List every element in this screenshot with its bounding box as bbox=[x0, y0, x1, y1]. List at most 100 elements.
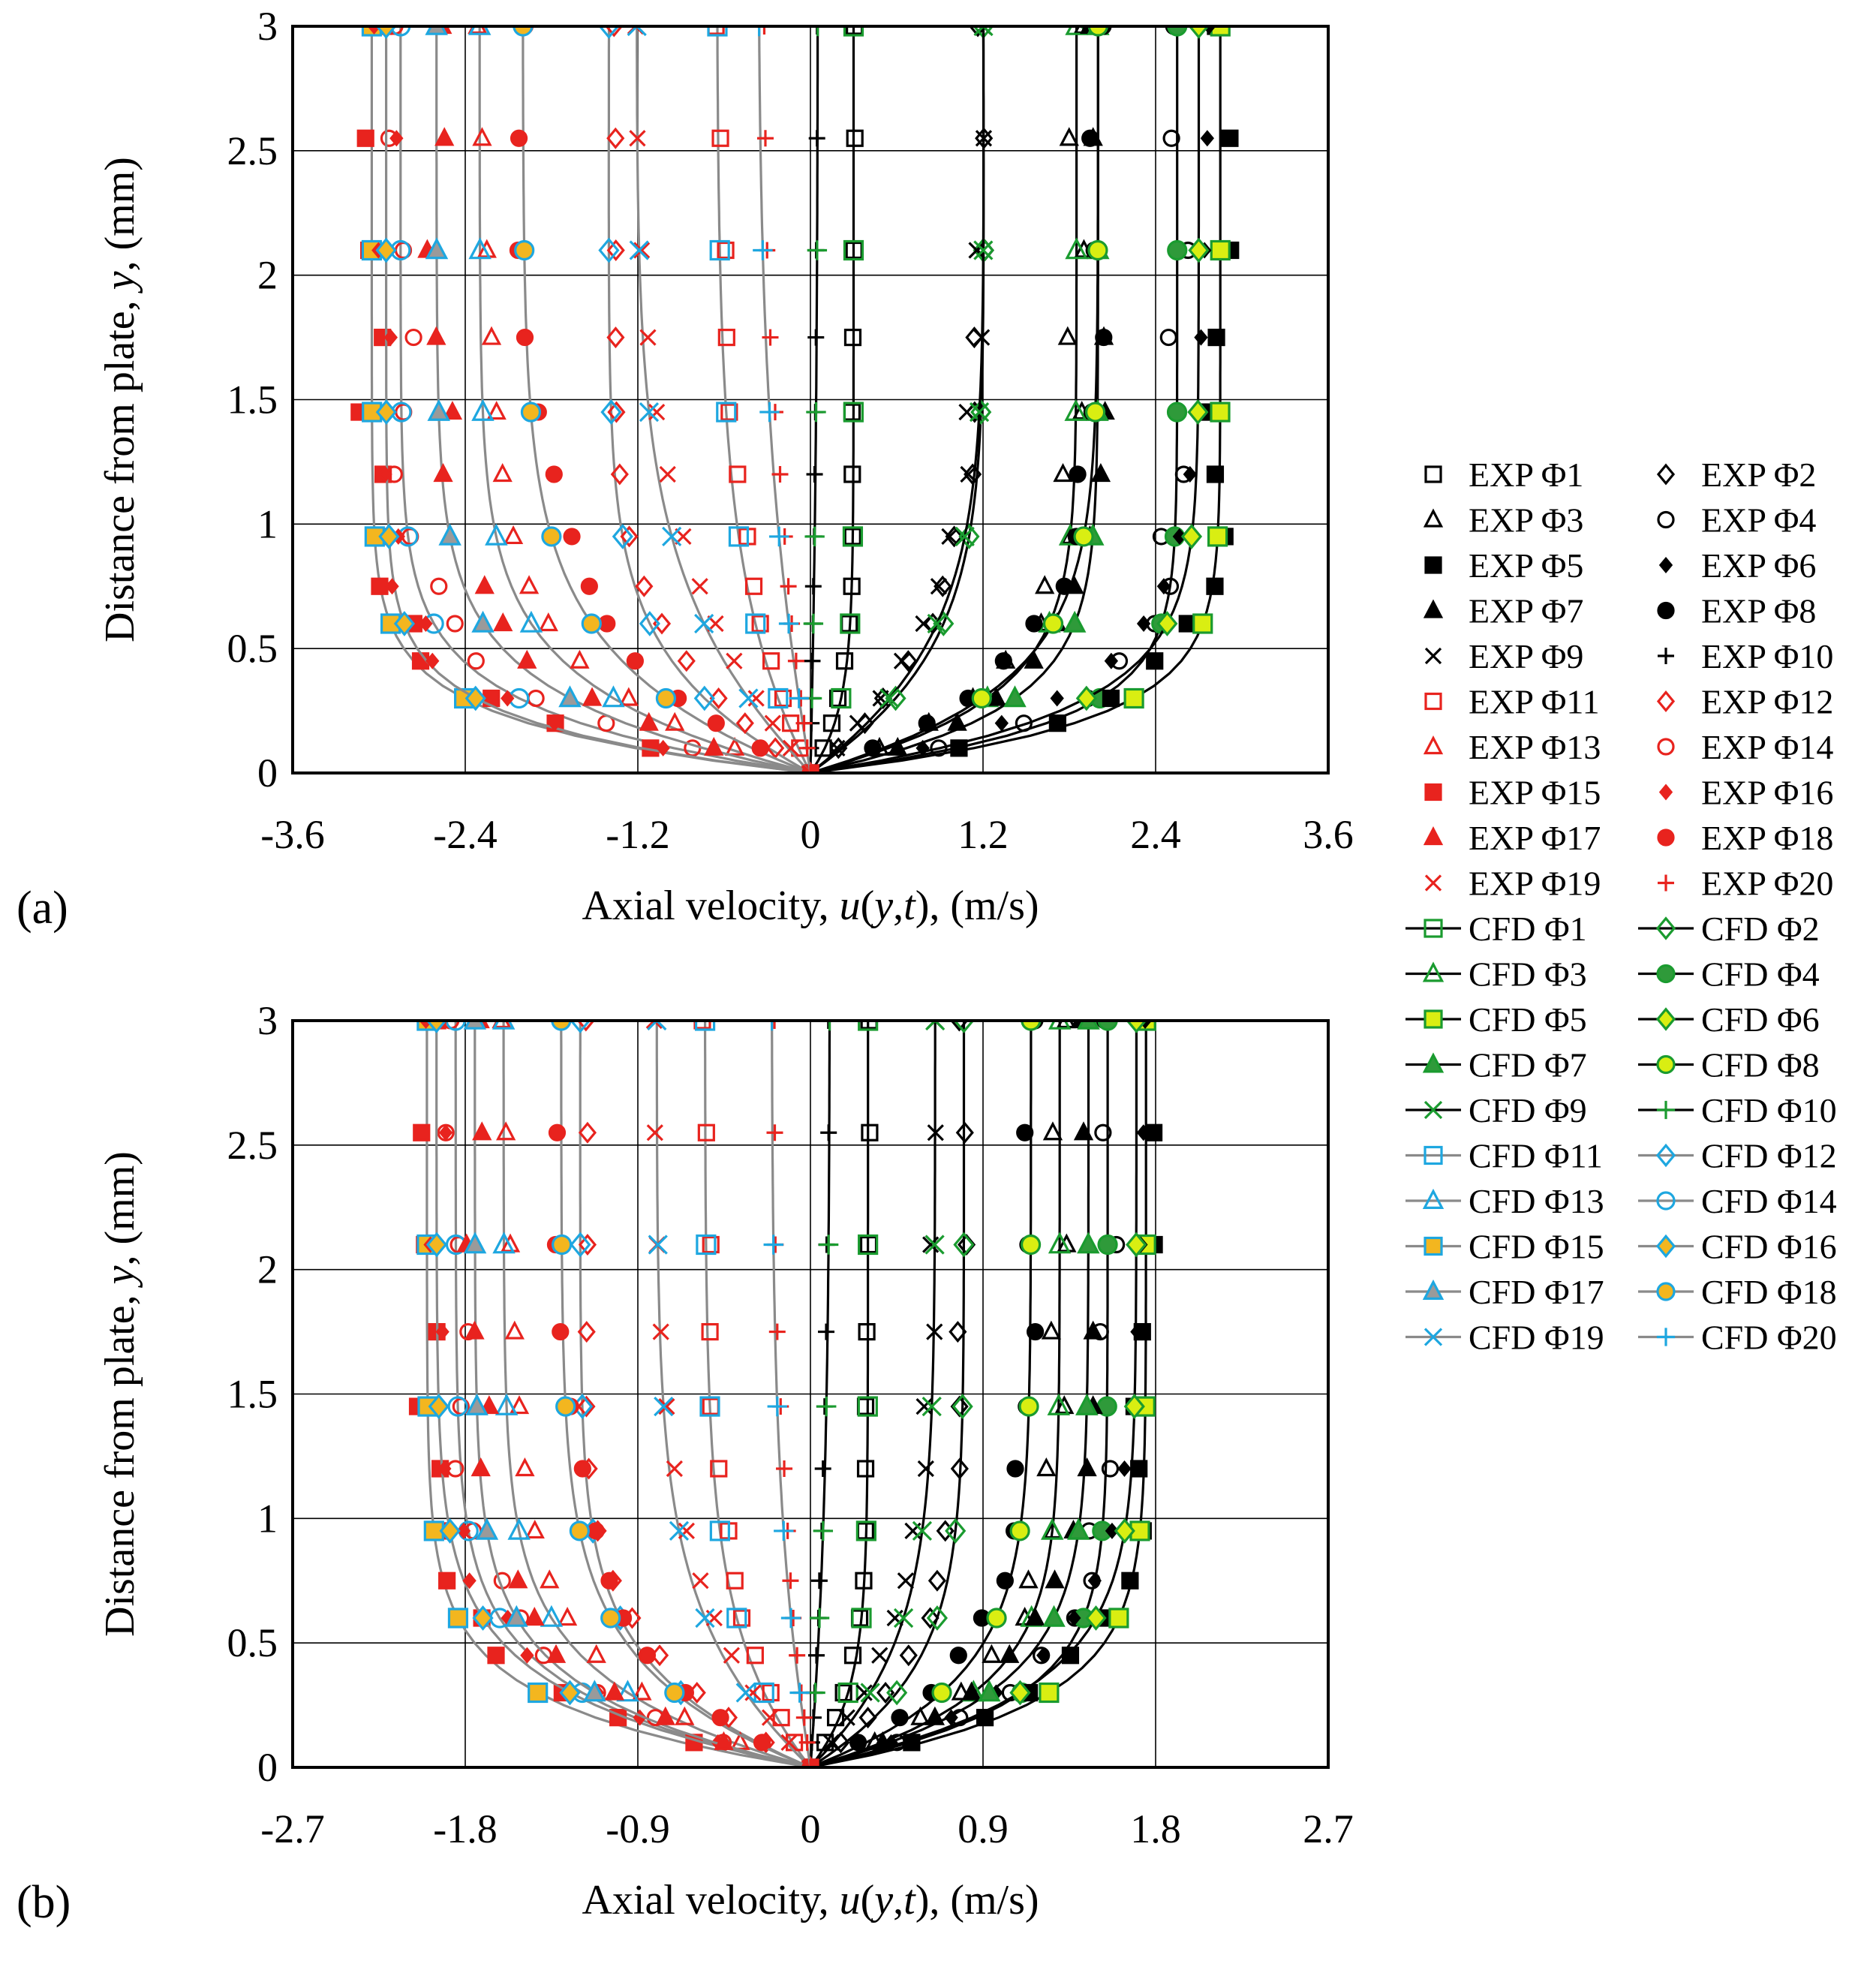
exp-point-a-phi20-8 bbox=[771, 466, 789, 483]
exp-point-b-phi19-12 bbox=[646, 1124, 663, 1141]
legend-marker-18 bbox=[1657, 829, 1675, 847]
cfd-point-b-phi3-3 bbox=[1047, 1393, 1071, 1415]
x-tick-label-b-6: 2.7 bbox=[1303, 1806, 1354, 1851]
cfd-line-b-phi10 bbox=[809, 1021, 831, 1767]
x-axis-label-a: Axial velocity, u(y,t), (m/s) bbox=[582, 883, 1039, 929]
legend-label-3: EXP Φ3 bbox=[1469, 501, 1583, 540]
legend-label-36: CFD Φ16 bbox=[1701, 1228, 1837, 1266]
exp-point-a-phi18-12 bbox=[510, 129, 528, 147]
legend-marker-13 bbox=[1423, 735, 1444, 755]
cfd-point-b-phi16-2 bbox=[439, 1518, 461, 1544]
cfd-point-a-phi16-2 bbox=[378, 524, 400, 549]
cfd-point-b-phi12-4 bbox=[570, 1232, 591, 1258]
exp-point-a-phi6-5 bbox=[1136, 615, 1151, 632]
exp-point-a-phi18-6 bbox=[580, 577, 598, 595]
exp-point-a-phi10-10 bbox=[807, 329, 825, 346]
cfd-line-b-phi5 bbox=[810, 1021, 1147, 1767]
exp-point-b-phi3-8 bbox=[1036, 1457, 1057, 1477]
exp-point-b-phi16-6 bbox=[462, 1572, 477, 1590]
exp-point-a-phi17-8 bbox=[433, 463, 453, 483]
legend-item-29: CFD Φ9 bbox=[1405, 1091, 1587, 1129]
cfd-point-a-phi20-1 bbox=[778, 613, 799, 634]
exp-point-a-phi9-2 bbox=[849, 714, 867, 732]
cfd-line-a-phi8 bbox=[810, 26, 1099, 773]
exp-point-a-phi7-4 bbox=[1024, 649, 1044, 669]
cfd-point-a-phi11-3 bbox=[716, 402, 737, 423]
exp-point-b-phi19-8 bbox=[666, 1460, 683, 1478]
exp-point-b-phi3-11 bbox=[1057, 1233, 1077, 1253]
cfd-point-b-phi20-2 bbox=[774, 1520, 794, 1541]
legend-item-7: EXP Φ7 bbox=[1423, 592, 1583, 630]
cfd-point-a-phi18-1 bbox=[581, 613, 602, 634]
legend-item-6: EXP Φ6 bbox=[1658, 546, 1816, 585]
exp-point-a-phi6-2 bbox=[994, 714, 1009, 732]
cfd-point-b-phi1-4 bbox=[858, 1234, 879, 1256]
exp-point-b-phi10-6 bbox=[810, 1572, 828, 1590]
cfd-line-a-phi1 bbox=[809, 26, 855, 773]
legend-marker-21 bbox=[1424, 919, 1443, 938]
exp-point-a-phi19-0 bbox=[801, 764, 819, 773]
cfd-point-a-phi8-2 bbox=[1073, 526, 1094, 547]
exp-point-b-phi16-7 bbox=[456, 1522, 471, 1539]
legend-marker-22 bbox=[1655, 916, 1676, 940]
legend: EXP Φ1 EXP Φ2 EXP Φ3 EXP Φ4 EXP Φ5 EXP Φ6 EXP … bbox=[1405, 456, 1837, 1357]
exp-point-a-phi18-2 bbox=[707, 714, 725, 732]
exp-point-b-phi3-3 bbox=[951, 1681, 971, 1701]
exp-point-a-phi8-6 bbox=[1055, 577, 1073, 595]
exp-point-a-phi19-8 bbox=[659, 465, 676, 483]
exp-point-a-phi9-7 bbox=[941, 528, 958, 546]
exp-point-a-phi1-3 bbox=[828, 689, 847, 708]
legend-item-1: EXP Φ1 bbox=[1424, 456, 1583, 494]
exp-point-b-phi3-10 bbox=[1041, 1320, 1062, 1340]
cfd-point-b-phi18-1 bbox=[600, 1608, 621, 1629]
exp-point-b-phi12-9 bbox=[577, 1395, 596, 1418]
cfd-point-a-phi13-5 bbox=[467, 26, 492, 35]
gridlines-b bbox=[293, 1021, 1328, 1767]
cfd-point-b-phi19-0 bbox=[735, 1683, 756, 1703]
legend-item-39: CFD Φ19 bbox=[1405, 1319, 1604, 1357]
legend-marker-24 bbox=[1656, 964, 1676, 984]
cfd-point-b-phi8-5 bbox=[1021, 1021, 1042, 1031]
exp-point-a-phi9-1 bbox=[828, 739, 846, 756]
exp-point-a-phi17-10 bbox=[426, 326, 446, 345]
cfd-line-b-phi17 bbox=[474, 1021, 811, 1767]
exp-point-a-phi19-12 bbox=[629, 130, 646, 147]
exp-point-b-phi11-8 bbox=[710, 1460, 728, 1478]
legend-item-34: CFD Φ14 bbox=[1638, 1182, 1837, 1220]
exp-point-b-phi11-13 bbox=[693, 1021, 711, 1030]
cfd-line-a-phi9 bbox=[809, 26, 985, 773]
exp-point-a-phi19-1 bbox=[782, 739, 800, 756]
legend-item-40: CFD Φ20 bbox=[1638, 1319, 1837, 1357]
cfd-point-b-phi19-2 bbox=[669, 1520, 690, 1541]
legend-label-18: EXP Φ18 bbox=[1701, 819, 1833, 857]
exp-point-a-phi3-8 bbox=[1053, 463, 1073, 483]
exp-point-a-phi1-7 bbox=[843, 528, 861, 546]
cfd-point-a-phi9-1 bbox=[927, 613, 947, 634]
legend-marker-25 bbox=[1424, 1009, 1443, 1029]
exp-point-a-phi11-9 bbox=[720, 403, 738, 421]
cfd-point-a-phi12-0 bbox=[693, 685, 715, 711]
cfd-line-a-phi12 bbox=[607, 26, 811, 773]
legend-marker-10 bbox=[1658, 648, 1674, 664]
cfd-point-a-phi8-5 bbox=[1087, 26, 1108, 37]
cfd-point-b-phi18-0 bbox=[664, 1682, 685, 1704]
exp-point-b-phi4-12 bbox=[1094, 1123, 1112, 1141]
y-tick-labels-a: 0 0.5 1 1.5 2 2.5 3 bbox=[227, 4, 278, 796]
cfd-point-a-phi2-2 bbox=[958, 524, 980, 549]
cfd-point-b-phi9-3 bbox=[921, 1396, 942, 1417]
exp-point-b-phi19-1 bbox=[780, 1734, 798, 1751]
x-tick-label-b-1: -1.8 bbox=[433, 1806, 497, 1851]
legend-marker-7 bbox=[1423, 599, 1444, 618]
exp-point-a-phi7-8 bbox=[1090, 463, 1111, 483]
exp-point-b-phi9-9 bbox=[915, 1397, 933, 1415]
cfd-point-a-phi9-2 bbox=[955, 526, 975, 547]
cfd-point-a-phi10-4 bbox=[807, 240, 828, 260]
cfd-point-b-phi11-0 bbox=[753, 1682, 774, 1704]
exp-point-a-phi12-11 bbox=[606, 239, 625, 261]
x-tick-label-b-3: 0 bbox=[801, 1806, 821, 1851]
cfd-line-b-phi1 bbox=[809, 1021, 870, 1767]
cfd-point-b-phi2-3 bbox=[952, 1394, 973, 1419]
exp-point-b-phi1-12 bbox=[861, 1123, 879, 1141]
y-tick-label-b-4: 2 bbox=[257, 1247, 278, 1292]
cfd-point-a-phi7-1 bbox=[1063, 610, 1087, 633]
